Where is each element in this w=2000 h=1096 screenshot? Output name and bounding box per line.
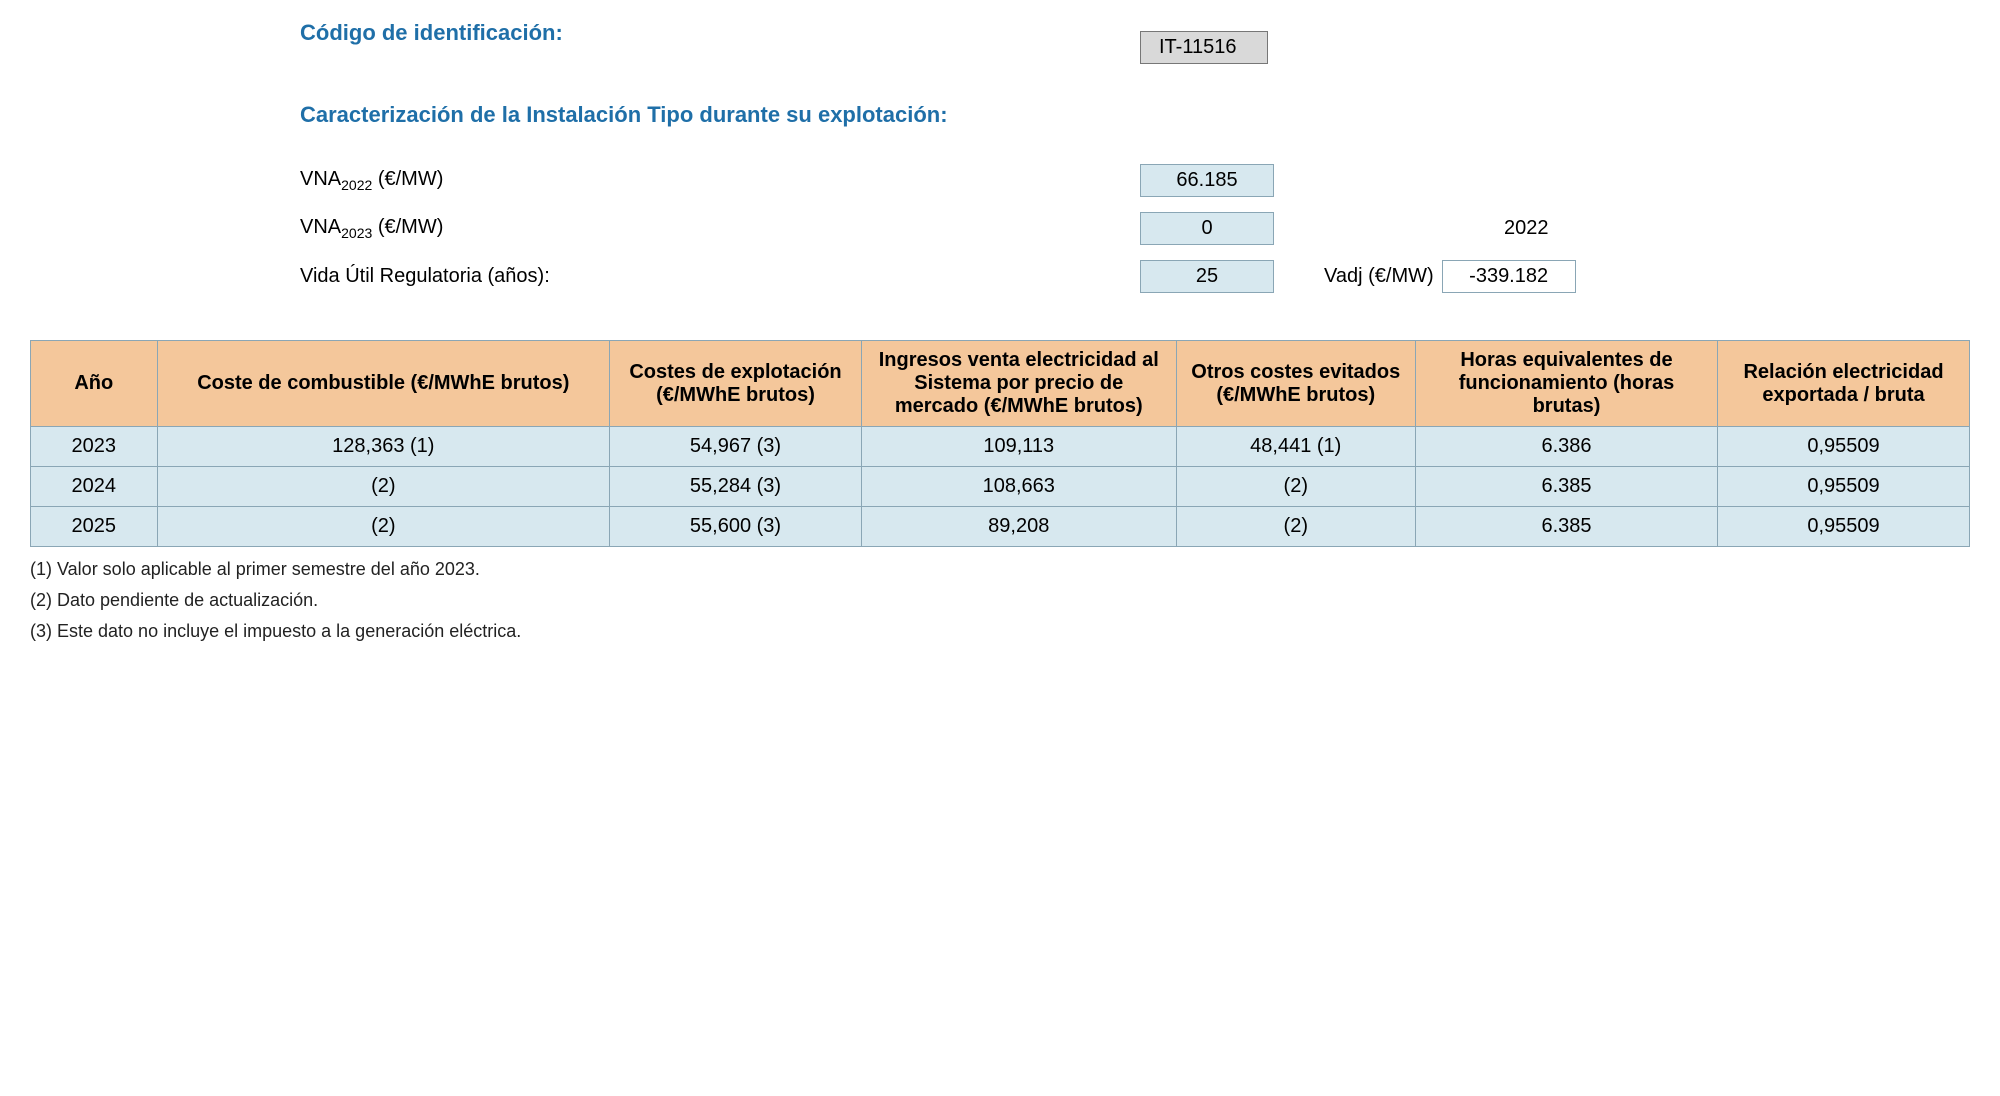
cell-rev: 108,663 [861,467,1176,507]
codigo-value: IT-11516 [1140,31,1268,64]
vna2023-value: 0 [1140,212,1274,245]
col-year: Año [31,341,158,427]
cell-year: 2025 [31,507,158,547]
caracterizacion-title: Caracterización de la Instalación Tipo d… [300,102,1970,128]
cell-rev: 109,113 [861,427,1176,467]
cell-fuel: 128,363 (1) [157,427,609,467]
vna2022-value: 66.185 [1140,164,1274,197]
vna2022-label: VNA2022 (€/MW) [300,168,1140,193]
table-header-row: Año Coste de combustible (€/MWhE brutos)… [31,341,1970,427]
vna2022-row: VNA2022 (€/MW) 66.185 [300,156,1970,204]
table-row: 2024 (2) 55,284 (3) 108,663 (2) 6.385 0,… [31,467,1970,507]
cell-year: 2024 [31,467,158,507]
vna2023-label: VNA2023 (€/MW) [300,216,1140,241]
data-table: Año Coste de combustible (€/MWhE brutos)… [30,340,1970,547]
cell-ratio: 0,95509 [1718,507,1970,547]
vadj-value: -339.182 [1442,260,1576,293]
cell-other: 48,441 (1) [1176,427,1415,467]
table-row: 2025 (2) 55,600 (3) 89,208 (2) 6.385 0,9… [31,507,1970,547]
vida-util-value: 25 [1140,260,1274,293]
footnote-3: (3) Este dato no incluye el impuesto a l… [30,621,1970,642]
col-fuel: Coste de combustible (€/MWhE brutos) [157,341,609,427]
cell-hours: 6.385 [1415,467,1717,507]
footnote-1: (1) Valor solo aplicable al primer semes… [30,559,1970,580]
cell-other: (2) [1176,507,1415,547]
col-ratio: Relación electricidad exportada / bruta [1718,341,1970,427]
cell-hours: 6.385 [1415,507,1717,547]
vna2022-sub: 2022 [341,177,372,193]
table-row: 2023 128,363 (1) 54,967 (3) 109,113 48,4… [31,427,1970,467]
cell-hours: 6.386 [1415,427,1717,467]
footnotes: (1) Valor solo aplicable al primer semes… [30,559,1970,642]
col-hours: Horas equivalentes de funcionamiento (ho… [1415,341,1717,427]
cell-op: 55,284 (3) [610,467,862,507]
vida-util-row: Vida Útil Regulatoria (años): 25 Vadj (€… [300,252,1970,300]
cell-ratio: 0,95509 [1718,427,1970,467]
codigo-row: Código de identificación: IT-11516 [300,20,1970,74]
cell-other: (2) [1176,467,1415,507]
col-rev: Ingresos venta electricidad al Sistema p… [861,341,1176,427]
vadj-label: Vadj (€/MW) [1324,265,1434,288]
col-op: Costes de explotación (€/MWhE brutos) [610,341,862,427]
col-other: Otros costes evitados (€/MWhE brutos) [1176,341,1415,427]
footnote-2: (2) Dato pendiente de actualización. [30,590,1970,611]
vna2023-post: (€/MW) [372,216,443,238]
cell-op: 54,967 (3) [610,427,862,467]
cell-ratio: 0,95509 [1718,467,1970,507]
vna2023-pre: VNA [300,216,341,238]
cell-rev: 89,208 [861,507,1176,547]
vna2023-sub: 2023 [341,225,372,241]
params-block: VNA2022 (€/MW) 66.185 VNA2023 (€/MW) 0 2… [300,156,1970,300]
vna2022-pre: VNA [300,168,341,190]
vna2023-row: VNA2023 (€/MW) 0 2022 [300,204,1970,252]
cell-op: 55,600 (3) [610,507,862,547]
year-side: 2022 [1504,217,1549,240]
cell-year: 2023 [31,427,158,467]
cell-fuel: (2) [157,507,609,547]
vna2022-post: (€/MW) [372,168,443,190]
cell-fuel: (2) [157,467,609,507]
codigo-label: Código de identificación: [300,20,1140,46]
vida-util-label: Vida Útil Regulatoria (años): [300,265,1140,288]
